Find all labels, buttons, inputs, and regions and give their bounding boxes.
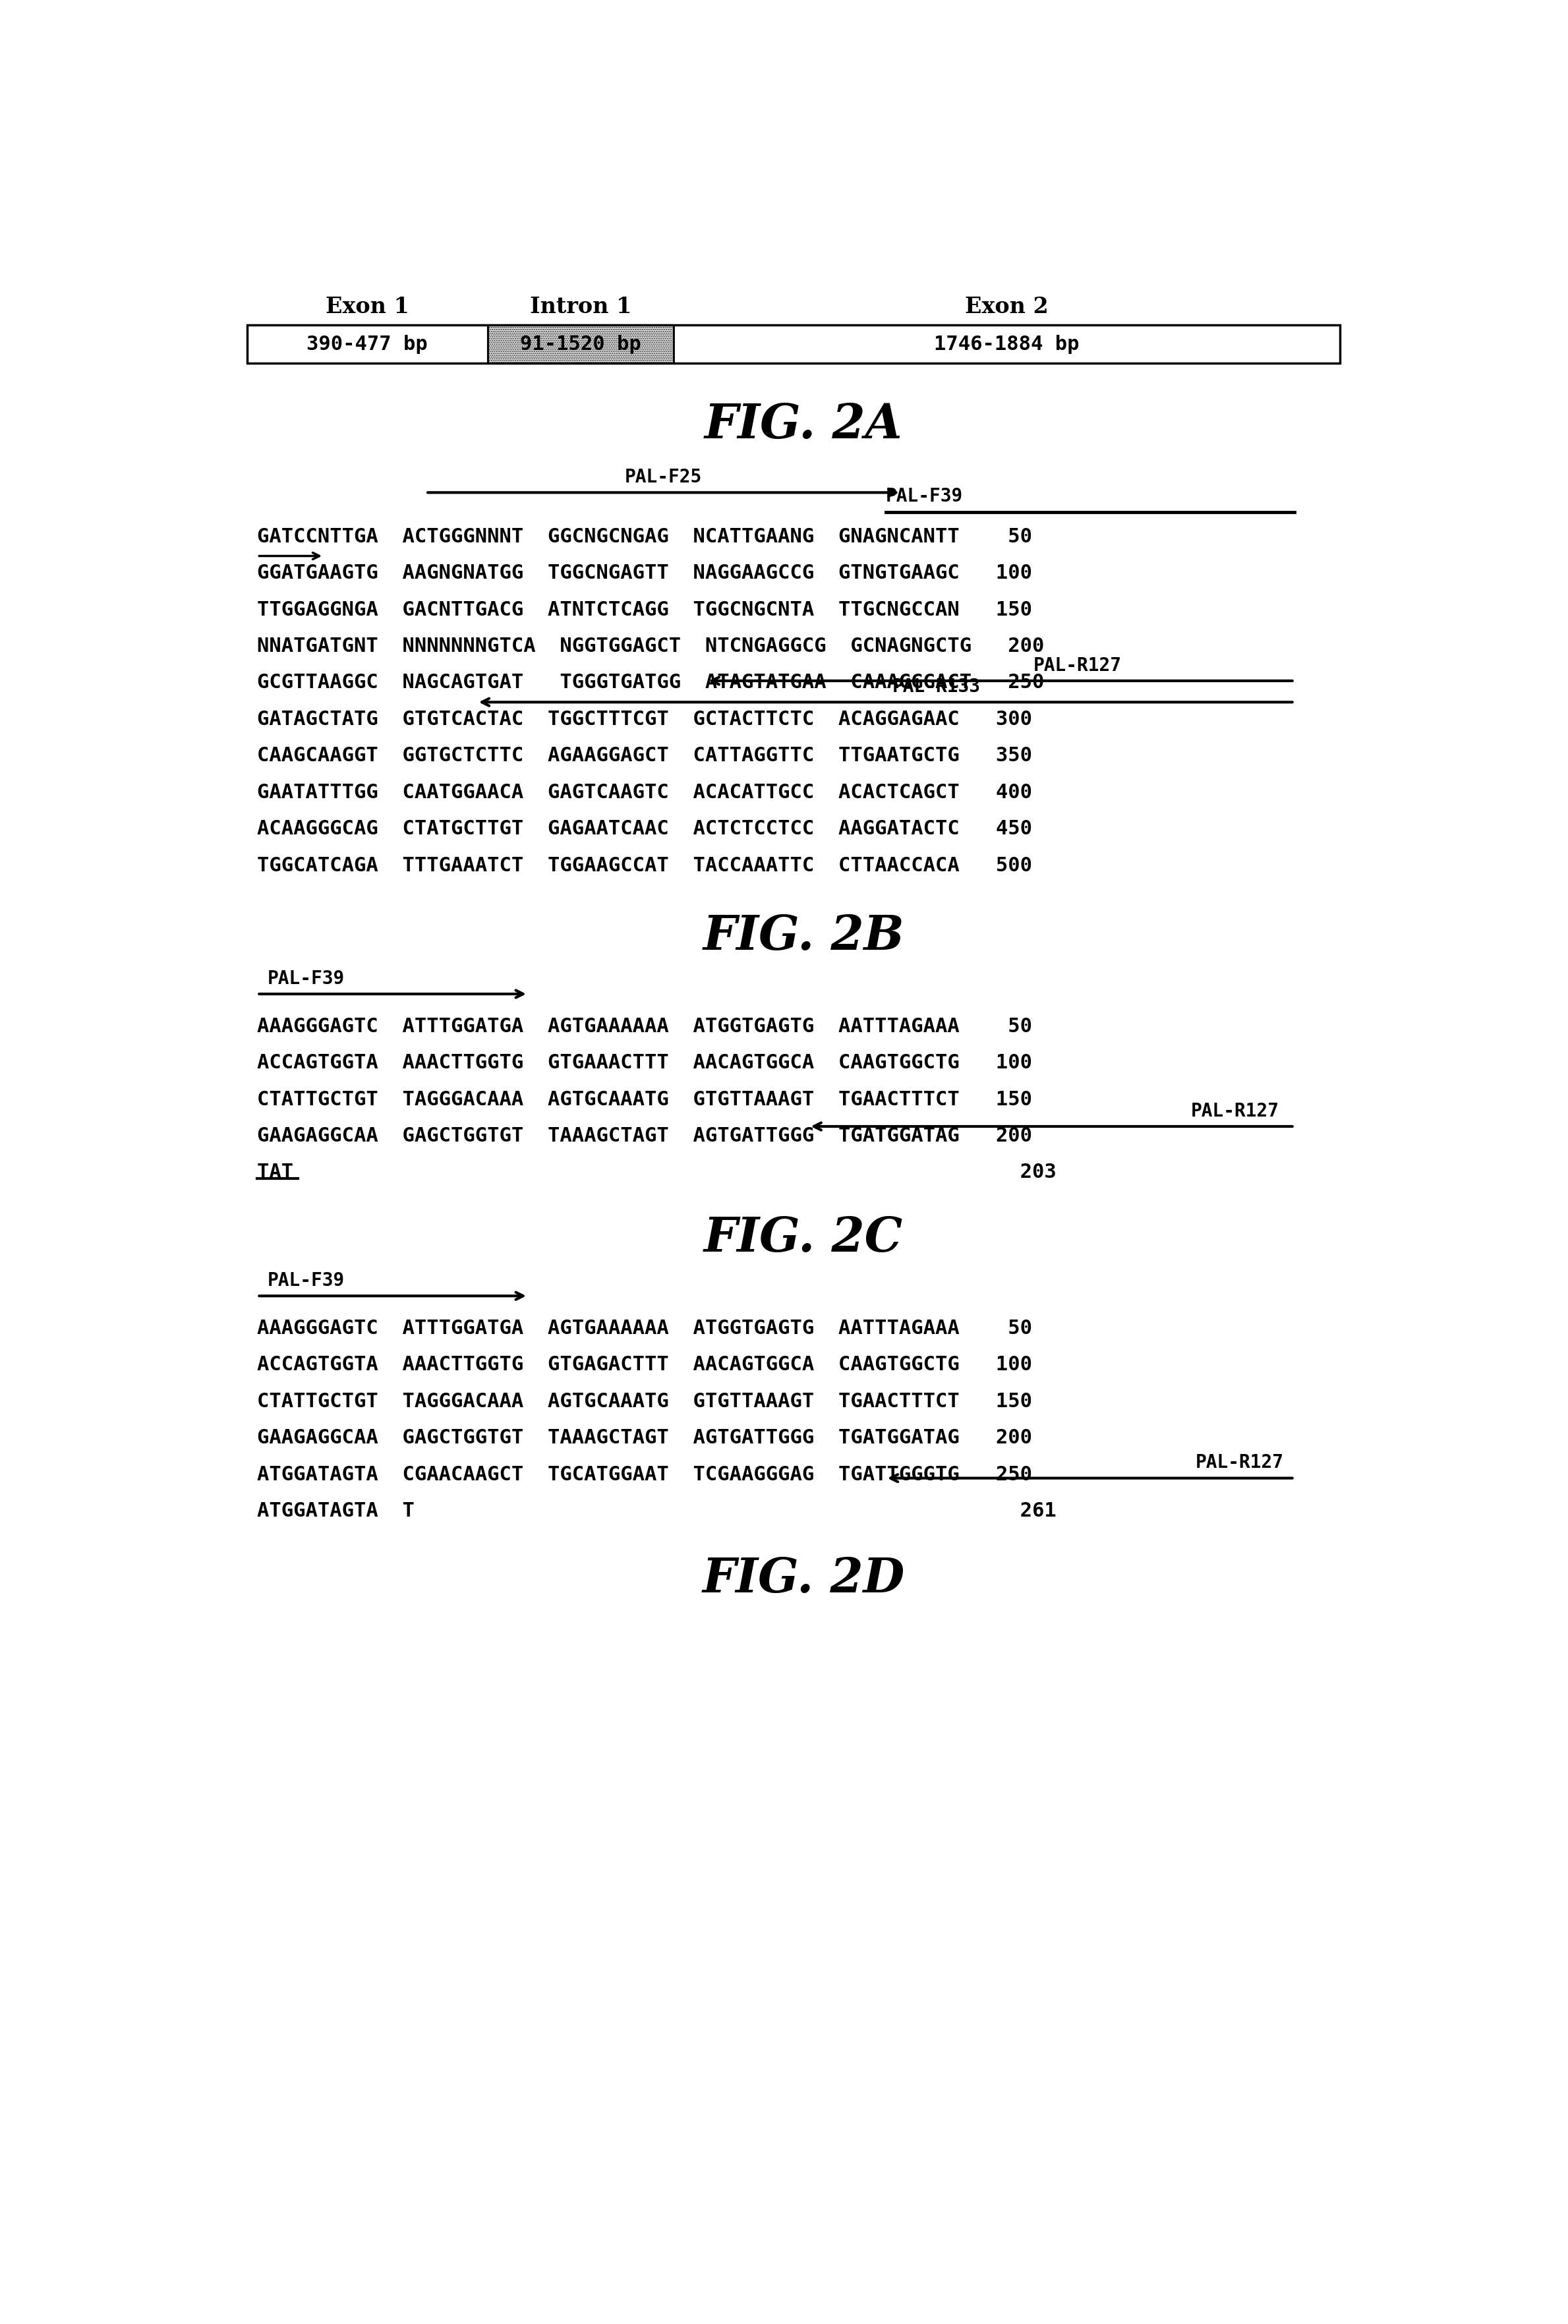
Text: ATGGATAGTA  T                                                  261: ATGGATAGTA T 261	[257, 1501, 1057, 1520]
Text: TTGGAGGNGA  GACNTTGACG  ATNTCTCAGG  TGGCNGCNTA  TTGCNGCCAN   150: TTGGAGGNGA GACNTTGACG ATNTCTCAGG TGGCNGC…	[257, 600, 1032, 618]
Text: PAL-R127: PAL-R127	[1190, 1102, 1279, 1120]
Text: PAL-R133: PAL-R133	[892, 679, 982, 697]
Text: GATCCNTTGA  ACTGGGNNNT  GGCNGCNGAG  NCATTGAANG  GNAGNCANTT    50: GATCCNTTGA ACTGGGNNNT GGCNGCNGAG NCATTGA…	[257, 528, 1032, 546]
Text: CTATTGCTGT  TAGGGACAAA  AGTGCAAATG  GTGTTAAAGT  TGAACTTTCT   150: CTATTGCTGT TAGGGACAAA AGTGCAAATG GTGTTAA…	[257, 1392, 1032, 1411]
Text: GCGTTAAGGC  NAGCAGTGAT   TGGGTGATGG  ATAGTATGAA  CAAAGGGACT   250: GCGTTAAGGC NAGCAGTGAT TGGGTGATGG ATAGTAT…	[257, 674, 1044, 693]
Text: ACAAGGGCAG  CTATGCTTGT  GAGAATCAAC  ACTCTCCTCC  AAGGATACTC   450: ACAAGGGCAG CTATGCTTGT GAGAATCAAC ACTCTCC…	[257, 820, 1032, 839]
Text: TGGCATCAGA  TTTGAAATCT  TGGAAGCCAT  TACCAAATTC  CTTAACCACA   500: TGGCATCAGA TTTGAAATCT TGGAAGCCAT TACCAAA…	[257, 855, 1032, 876]
Text: 1746-1884 bp: 1746-1884 bp	[935, 335, 1079, 353]
Text: AAAGGGAGTC  ATTTGGATGA  AGTGAAAAAA  ATGGTGAGTG  AATTTAGAAA    50: AAAGGGAGTC ATTTGGATGA AGTGAAAAAA ATGGTGA…	[257, 1018, 1032, 1037]
Text: FIG. 2C: FIG. 2C	[704, 1215, 903, 1262]
Text: PAL-F39: PAL-F39	[268, 969, 345, 988]
Text: CTATTGCTGT  TAGGGACAAA  AGTGCAAATG  GTGTTAAAGT  TGAACTTTCT   150: CTATTGCTGT TAGGGACAAA AGTGCAAATG GTGTTAA…	[257, 1090, 1032, 1109]
Text: NNATGATGNT  NNNNNNNGTCA  NGGTGGAGCT  NTCNGAGGCG  GCNAGNGCTG   200: NNATGATGNT NNNNNNNGTCA NGGTGGAGCT NTCNGA…	[257, 637, 1044, 655]
Text: FIG. 2B: FIG. 2B	[702, 913, 905, 960]
Text: CAAGCAAGGT  GGTGCTCTTC  AGAAGGAGCT  CATTAGGTTC  TTGAATGCTG   350: CAAGCAAGGT GGTGCTCTTC AGAAGGAGCT CATTAGG…	[257, 746, 1032, 765]
Text: PAL-F39: PAL-F39	[886, 488, 963, 507]
Text: GAAGAGGCAA  GAGCTGGTGT  TAAAGCTAGT  AGTGATTGGG  TGATGGATAG   200: GAAGAGGCAA GAGCTGGTGT TAAAGCTAGT AGTGATT…	[257, 1127, 1032, 1146]
Text: Exon 2: Exon 2	[964, 295, 1049, 318]
Text: GATAGCTATG  GTGTCACTAC  TGGCTTTCGT  GCTACTTCTC  ACAGGAGAAC   300: GATAGCTATG GTGTCACTAC TGGCTTTCGT GCTACTT…	[257, 709, 1032, 730]
Text: Intron 1: Intron 1	[530, 295, 632, 318]
Text: FIG. 2D: FIG. 2D	[702, 1555, 905, 1604]
Text: ACCAGTGGTA  AAACTTGGTG  GTGAAACTTT  AACAGTGGCA  CAAGTGGCTG   100: ACCAGTGGTA AAACTTGGTG GTGAAACTTT AACAGTG…	[257, 1053, 1032, 1071]
Text: ACCAGTGGTA  AAACTTGGTG  GTGAGACTTT  AACAGTGGCA  CAAGTGGCTG   100: ACCAGTGGTA AAACTTGGTG GTGAGACTTT AACAGTG…	[257, 1355, 1032, 1373]
Text: FIG. 2A: FIG. 2A	[704, 402, 903, 449]
Text: TAT                                                            203: TAT 203	[257, 1162, 1057, 1183]
Bar	[248, 325, 1341, 363]
Text: AAAGGGAGTC  ATTTGGATGA  AGTGAAAAAA  ATGGTGAGTG  AATTTAGAAA    50: AAAGGGAGTC ATTTGGATGA AGTGAAAAAA ATGGTGA…	[257, 1318, 1032, 1339]
Text: GAATATTTGG  CAATGGAACA  GAGTCAAGTC  ACACATTGCC  ACACTCAGCT   400: GAATATTTGG CAATGGAACA GAGTCAAGTC ACACATT…	[257, 783, 1032, 802]
Text: PAL-R127: PAL-R127	[1196, 1452, 1284, 1471]
Text: 91-1520 bp: 91-1520 bp	[521, 335, 641, 353]
Text: Exon 1: Exon 1	[326, 295, 409, 318]
Bar	[488, 325, 673, 363]
Text: 390-477 bp: 390-477 bp	[307, 335, 428, 353]
Text: ATGGATAGTA  CGAACAAGCT  TGCATGGAAT  TCGAAGGGAG  TGATTGGGTG   250: ATGGATAGTA CGAACAAGCT TGCATGGAAT TCGAAGG…	[257, 1464, 1032, 1485]
Text: PAL-F25: PAL-F25	[624, 467, 702, 486]
Text: PAL-F39: PAL-F39	[268, 1271, 345, 1290]
Text: PAL-R127: PAL-R127	[1033, 655, 1121, 674]
Text: GAAGAGGCAA  GAGCTGGTGT  TAAAGCTAGT  AGTGATTGGG  TGATGGATAG   200: GAAGAGGCAA GAGCTGGTGT TAAAGCTAGT AGTGATT…	[257, 1429, 1032, 1448]
Text: GGATGAAGTG  AAGNGNATGG  TGGCNGAGTT  NAGGAAGCCG  GTNGTGAAGC   100: GGATGAAGTG AAGNGNATGG TGGCNGAGTT NAGGAAG…	[257, 565, 1032, 583]
